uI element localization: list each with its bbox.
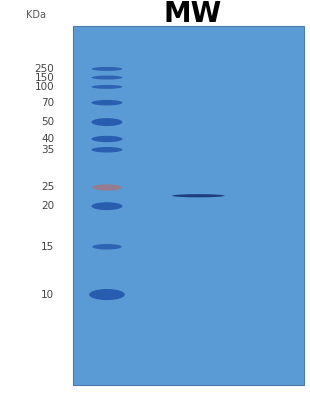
- Text: 70: 70: [41, 98, 54, 108]
- Ellipse shape: [91, 85, 122, 89]
- Text: 100: 100: [35, 82, 54, 92]
- Ellipse shape: [91, 75, 122, 79]
- Text: 50: 50: [41, 117, 54, 127]
- Ellipse shape: [91, 136, 122, 142]
- Text: 15: 15: [41, 242, 54, 252]
- Text: MW: MW: [163, 0, 221, 28]
- Ellipse shape: [91, 100, 122, 106]
- Text: 10: 10: [41, 289, 54, 300]
- Ellipse shape: [172, 194, 225, 197]
- Ellipse shape: [92, 184, 122, 191]
- Ellipse shape: [92, 244, 122, 250]
- Ellipse shape: [91, 147, 122, 152]
- Ellipse shape: [89, 289, 125, 300]
- Ellipse shape: [91, 67, 122, 71]
- Text: 25: 25: [41, 183, 54, 193]
- Ellipse shape: [91, 118, 122, 126]
- Text: 250: 250: [34, 64, 54, 74]
- Text: 150: 150: [34, 73, 54, 83]
- Text: 20: 20: [41, 201, 54, 211]
- Ellipse shape: [91, 202, 122, 210]
- FancyBboxPatch shape: [73, 26, 304, 385]
- Text: KDa: KDa: [26, 10, 46, 20]
- Text: 40: 40: [41, 134, 54, 144]
- Text: 35: 35: [41, 145, 54, 155]
